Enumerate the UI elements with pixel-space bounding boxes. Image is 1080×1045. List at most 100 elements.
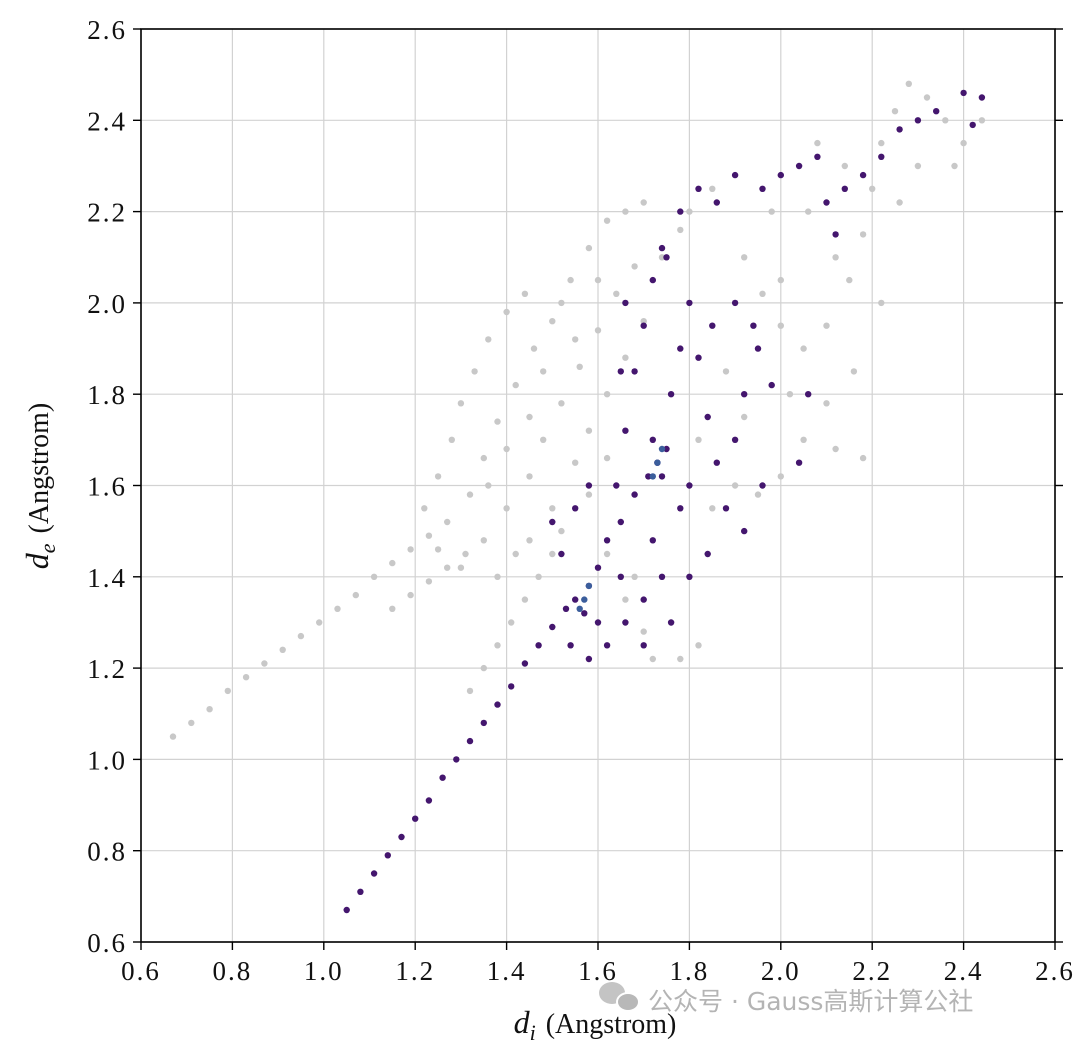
data-point-series-0 xyxy=(494,418,501,425)
y-tick-label: 0.8 xyxy=(87,837,127,867)
data-point-series-0 xyxy=(640,199,647,206)
x-tick-label: 1.0 xyxy=(304,956,344,986)
data-point-series-0 xyxy=(466,491,474,498)
data-point-series-1 xyxy=(704,413,711,421)
data-point-series-1 xyxy=(617,573,624,580)
data-point-series-0 xyxy=(425,578,433,585)
data-point-series-0 xyxy=(585,427,593,434)
watermark-text: 公众号 · Gauss高斯计算公社 xyxy=(648,987,973,1016)
data-point-series-1 xyxy=(562,605,570,612)
data-point-series-0 xyxy=(480,664,487,672)
data-point-series-0 xyxy=(480,454,487,462)
data-point-series-0 xyxy=(741,254,748,261)
data-point-series-1 xyxy=(453,756,460,763)
data-point-series-0 xyxy=(923,94,931,101)
data-point-series-0 xyxy=(841,162,848,170)
data-point-series-0 xyxy=(914,162,922,170)
data-point-series-0 xyxy=(549,318,556,325)
data-point-series-0 xyxy=(640,318,647,325)
data-point-series-1 xyxy=(686,573,693,580)
data-point-series-0 xyxy=(448,436,455,443)
data-point-series-0 xyxy=(434,473,442,480)
data-point-series-1 xyxy=(759,185,766,192)
data-point-series-1 xyxy=(841,185,848,192)
data-point-series-0 xyxy=(466,687,474,695)
data-point-series-1 xyxy=(896,126,903,133)
data-point-series-0 xyxy=(603,454,611,462)
data-point-series-1 xyxy=(933,108,940,115)
data-point-series-0 xyxy=(462,550,469,558)
data-point-series-1 xyxy=(741,391,748,398)
y-tick-label: 2.4 xyxy=(87,106,127,136)
data-point-series-0 xyxy=(603,550,611,558)
data-point-series-1 xyxy=(425,797,433,804)
data-point-series-0 xyxy=(846,276,853,284)
data-point-series-1 xyxy=(521,660,529,667)
data-point-series-0 xyxy=(389,605,396,612)
watermark: 公众号 · Gauss高斯计算公社 xyxy=(599,982,973,1016)
data-point-series-1 xyxy=(667,619,675,626)
data-points xyxy=(169,80,986,914)
data-point-series-1 xyxy=(914,117,922,124)
data-point-series-1 xyxy=(722,505,730,512)
data-point-series-0 xyxy=(677,655,684,663)
data-point-series-0 xyxy=(540,436,547,443)
data-point-series-0 xyxy=(444,564,451,571)
data-point-series-1 xyxy=(859,171,867,179)
data-point-series-1 xyxy=(558,550,565,558)
data-point-series-0 xyxy=(754,491,762,498)
data-point-series-0 xyxy=(572,336,579,343)
y-tick-label: 2.6 xyxy=(87,15,127,45)
data-point-series-0 xyxy=(370,573,378,580)
data-point-series-1 xyxy=(439,774,446,781)
data-point-series-2 xyxy=(654,459,661,466)
data-point-series-1 xyxy=(622,299,629,307)
data-point-series-1 xyxy=(398,833,405,841)
data-point-series-0 xyxy=(695,642,702,649)
data-point-series-1 xyxy=(731,299,739,307)
data-point-series-0 xyxy=(521,290,529,297)
data-point-series-1 xyxy=(649,436,656,443)
data-point-series-1 xyxy=(535,642,542,649)
data-point-series-1 xyxy=(823,199,830,206)
data-point-series-0 xyxy=(677,226,684,234)
data-point-series-1 xyxy=(581,610,588,617)
data-point-series-0 xyxy=(649,655,656,663)
data-point-series-0 xyxy=(658,254,666,261)
data-point-series-0 xyxy=(549,505,556,512)
data-point-series-0 xyxy=(540,368,547,375)
data-point-series-1 xyxy=(585,655,593,663)
x-tick-label: 2.0 xyxy=(761,956,801,986)
data-point-series-1 xyxy=(658,244,666,252)
data-point-series-1 xyxy=(494,701,501,708)
data-point-series-1 xyxy=(640,596,647,603)
data-point-series-1 xyxy=(594,564,602,571)
data-point-series-0 xyxy=(558,400,565,407)
data-point-series-0 xyxy=(526,413,533,421)
x-tick-label: 2.6 xyxy=(1035,956,1075,986)
data-point-series-1 xyxy=(695,354,702,361)
data-point-series-1 xyxy=(412,815,419,822)
data-point-series-1 xyxy=(795,459,803,466)
data-point-series-0 xyxy=(800,436,807,443)
data-point-series-0 xyxy=(558,299,565,307)
data-point-series-0 xyxy=(823,400,830,407)
data-point-series-1 xyxy=(585,482,593,489)
data-point-series-0 xyxy=(759,290,766,297)
data-point-series-0 xyxy=(224,687,231,695)
data-point-series-1 xyxy=(631,368,638,375)
data-point-series-0 xyxy=(823,322,830,329)
data-point-series-1 xyxy=(832,231,839,238)
x-tick-label: 1.6 xyxy=(578,956,618,986)
data-point-series-0 xyxy=(535,573,542,580)
data-point-series-1 xyxy=(754,345,762,352)
data-point-series-0 xyxy=(978,117,986,124)
data-point-series-1 xyxy=(731,171,739,179)
data-point-series-0 xyxy=(352,591,359,599)
data-point-series-0 xyxy=(425,532,433,539)
data-point-series-1 xyxy=(649,276,656,284)
data-point-series-0 xyxy=(279,646,286,653)
data-point-series-0 xyxy=(832,254,839,261)
data-point-series-0 xyxy=(613,290,620,297)
